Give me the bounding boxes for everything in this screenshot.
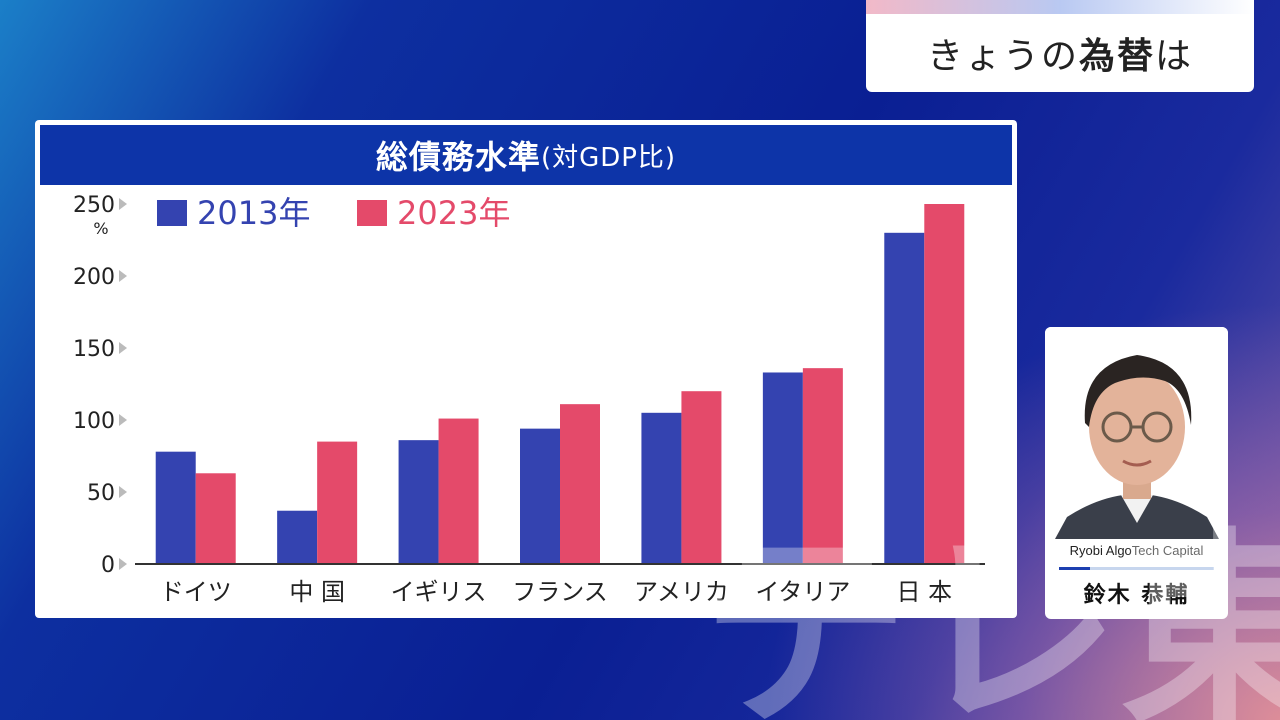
topic-emphasis: 為替 bbox=[1078, 36, 1155, 77]
y-tick-label: 200 bbox=[73, 265, 115, 290]
y-tick-label: 0 bbox=[101, 553, 115, 578]
x-tick-label: フランス bbox=[512, 578, 608, 606]
x-tick-label: イギリス bbox=[391, 578, 487, 606]
bar bbox=[802, 368, 843, 564]
x-tick-label: ドイツ bbox=[160, 578, 232, 606]
bar bbox=[560, 404, 600, 564]
y-tick-arrow bbox=[119, 486, 127, 498]
topic-suffix: は bbox=[1155, 36, 1194, 77]
commentator-photo bbox=[1045, 327, 1228, 539]
y-tick-arrow bbox=[119, 558, 127, 570]
y-tick-arrow bbox=[119, 342, 127, 354]
bar bbox=[762, 372, 803, 564]
commentator-card: Ryobi AlgoTech Capital 鈴木 恭輔 bbox=[1045, 327, 1228, 619]
y-tick-label: 250 bbox=[73, 193, 115, 218]
chart-title-bar: 総債務水準 (対GDP比) bbox=[40, 125, 1012, 185]
bar bbox=[924, 204, 965, 564]
x-tick-label: イタリア bbox=[755, 578, 850, 606]
y-tick-arrow bbox=[119, 198, 127, 210]
bar bbox=[884, 232, 925, 565]
bar bbox=[398, 440, 439, 564]
bar-chart: 0 50 100 150 200 250% ドイツ 中 国 イギリス フランス アメリカ イタリア 日 … bbox=[73, 193, 985, 606]
legend-label: 2023年 bbox=[397, 194, 510, 232]
chart-title: 総債務水準 bbox=[375, 138, 541, 176]
topic-label: きょうの 為替は bbox=[866, 14, 1254, 92]
x-tick-label: 中 国 bbox=[289, 578, 345, 606]
y-tick-arrow bbox=[119, 414, 127, 426]
y-tick-label: 150 bbox=[73, 337, 115, 362]
bar bbox=[317, 441, 358, 564]
bar bbox=[438, 418, 479, 564]
topic-prefix: きょうの bbox=[926, 36, 1079, 77]
chart-subtitle: (対GDP比) bbox=[540, 142, 677, 173]
bar bbox=[155, 451, 196, 564]
chart-panel: 総債務水準 (対GDP比) 0 50 100 150 200 250% ドイツ 中 国 イギリスフ… bbox=[35, 120, 1017, 618]
y-tick-arrow bbox=[119, 270, 127, 282]
legend-label: 2013年 bbox=[197, 194, 310, 232]
bar bbox=[641, 412, 682, 564]
bar bbox=[681, 391, 722, 564]
bar bbox=[277, 510, 318, 564]
x-tick-label: 日 本 bbox=[896, 578, 952, 606]
y-tick-label: 100 bbox=[73, 409, 115, 434]
commentator-divider bbox=[1059, 567, 1214, 570]
topic-accent-strip bbox=[866, 0, 1254, 14]
bar bbox=[195, 473, 236, 564]
commentator-company: Ryobi AlgoTech Capital bbox=[1069, 543, 1204, 558]
legend-swatch bbox=[157, 200, 187, 226]
x-tick-label: アメリカ bbox=[634, 578, 729, 606]
legend-swatch bbox=[357, 200, 387, 226]
y-tick-label: 50 bbox=[87, 481, 115, 506]
bar bbox=[520, 428, 560, 564]
y-axis-unit: % bbox=[93, 219, 108, 238]
commentator-name: 鈴木 恭輔 bbox=[1083, 583, 1190, 608]
